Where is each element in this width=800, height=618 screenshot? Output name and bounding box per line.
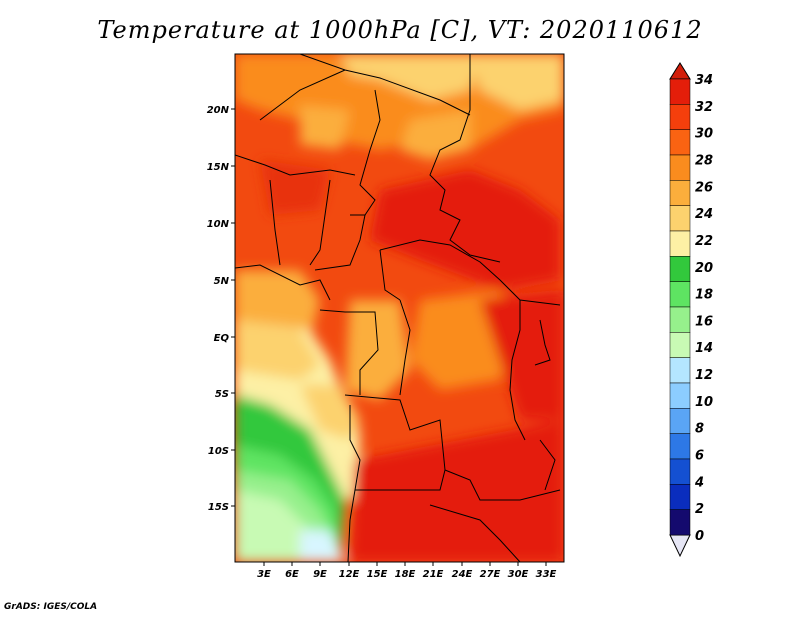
lon-tick-label: 27E [480, 569, 501, 580]
colorbar-label: 34 [695, 73, 713, 88]
lat-axis: 20N 15N 10N 5N EQ 5S 10S 15S [207, 105, 235, 513]
colorbar-label: 10 [695, 395, 713, 410]
lat-tick-label: 10N [207, 219, 230, 230]
lon-tick-label: 3E [257, 569, 271, 580]
map-frame [234, 53, 565, 563]
colorbar-segment [669, 357, 691, 384]
lat-tick-label: 15N [207, 162, 230, 173]
colorbar-label: 0 [695, 529, 704, 544]
colorbar-segment [669, 104, 691, 130]
colorbar-label: 22 [695, 234, 713, 249]
grads-credit: GrADS: IGES/COLA [4, 602, 98, 612]
country-borders [235, 54, 561, 562]
lon-tick-label: 18E [395, 569, 416, 580]
colorbar-label: 24 [695, 207, 713, 222]
colorbar-segment [669, 205, 691, 232]
colorbar-label: 4 [694, 475, 704, 490]
colorbar-segment [669, 78, 691, 105]
colorbar-label: 2 [695, 502, 704, 517]
colorbar-label: 14 [695, 341, 713, 356]
colorbar-segment [669, 458, 691, 485]
colorbar-label: 26 [695, 180, 713, 195]
lon-tick-label: 9E [313, 569, 327, 580]
lon-tick-label: 15E [367, 569, 388, 580]
lon-tick-label: 33E [536, 569, 557, 580]
colorbar-segment [669, 382, 691, 409]
colorbar-bottom-arrow [669, 534, 691, 558]
lon-tick-label: 6E [285, 569, 299, 580]
colorbar-label: 32 [695, 100, 713, 115]
lat-tick-label: EQ [214, 333, 230, 344]
colorbar-segment [669, 154, 691, 181]
lon-tick-label: 21E [423, 569, 444, 580]
colorbar-segment [669, 180, 691, 206]
lat-tick-label: 5N [214, 276, 230, 287]
colorbar-segment [669, 281, 691, 308]
colorbar-segment [669, 509, 691, 536]
colorbar-segment [669, 332, 691, 358]
colorbar-label: 18 [695, 288, 713, 303]
lon-tick-label: 30E [508, 569, 529, 580]
colorbar-label: 28 [695, 153, 713, 168]
colorbar-segment [669, 129, 691, 156]
colorbar-label: 16 [695, 314, 713, 329]
lon-axis: 3E 6E 9E 12E 15E 18E 21E 24E 27E 30E 33E [257, 562, 557, 580]
colorbar-label: 8 [695, 422, 704, 437]
colorbar-label: 20 [695, 261, 713, 276]
colorbar-segment [669, 408, 691, 434]
lat-tick-label: 5S [215, 389, 229, 400]
colorbar-label: 6 [695, 449, 704, 464]
colorbar-segment [669, 256, 691, 282]
colorbar-segment [669, 433, 691, 460]
lat-tick-label: 10S [208, 446, 229, 457]
colorbar-segment [669, 306, 691, 333]
lon-tick-label: 24E [452, 569, 473, 580]
lat-tick-label: 15S [208, 502, 229, 513]
colorbar-segment [669, 230, 691, 257]
temperature-field [235, 54, 564, 562]
map-title: Temperature at 1000hPa [C], VT: 20201106… [97, 16, 703, 44]
lon-tick-label: 12E [339, 569, 360, 580]
colorbar-top-arrow [669, 62, 691, 80]
colorbar-label: 12 [695, 368, 713, 383]
colorbar-label: 30 [695, 127, 713, 142]
lat-tick-label: 20N [207, 105, 230, 116]
colorbar-segment [669, 484, 691, 510]
